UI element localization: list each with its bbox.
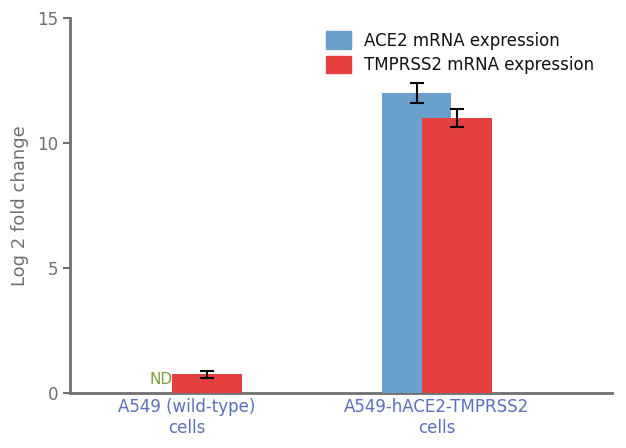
Text: ND: ND [149,372,172,387]
Y-axis label: Log 2 fold change: Log 2 fold change [11,125,29,286]
Bar [382,93,451,393]
Legend: ACE2 mRNA expression, TMPRSS2 mRNA expression: ACE2 mRNA expression, TMPRSS2 mRNA expre… [321,26,599,79]
Bar [423,118,492,393]
Bar [172,375,242,393]
